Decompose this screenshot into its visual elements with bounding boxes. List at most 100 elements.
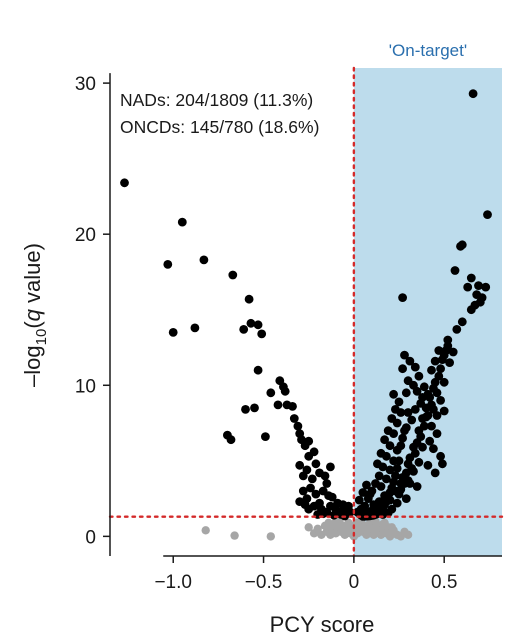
significant-point-26: [293, 421, 303, 431]
significant-point-8: [257, 329, 267, 339]
significant-point-215: [356, 504, 366, 514]
significant-point-218: [376, 482, 386, 491]
nonsignificant-point-55: [378, 520, 387, 529]
significant-point-168: [430, 468, 440, 478]
significant-point-204: [409, 467, 418, 476]
significant-point-77: [481, 282, 491, 292]
significant-point-14: [250, 403, 259, 413]
significant-point-163: [427, 421, 436, 431]
significant-point-199: [439, 406, 449, 416]
significant-point-1: [177, 217, 187, 227]
x-axis-title: PCY score: [270, 612, 375, 637]
significant-point-6: [253, 320, 263, 330]
significant-point-13: [241, 405, 250, 414]
significant-point-148: [374, 471, 384, 481]
y-axis-title-prefix: –log: [20, 345, 45, 387]
significant-point-194: [434, 346, 444, 355]
significant-point-157: [398, 364, 407, 374]
significant-point-197: [439, 377, 449, 387]
significant-point-226: [410, 405, 420, 414]
y-axis-title-open: (: [20, 321, 45, 329]
significant-point-206: [396, 479, 406, 488]
significant-point-170: [412, 482, 422, 491]
significant-point-9: [239, 325, 249, 334]
significant-point-39: [306, 483, 315, 493]
significant-point-46: [322, 479, 332, 488]
significant-point-195: [443, 335, 453, 345]
significant-point-209: [380, 491, 389, 500]
nonsignificant-point-44: [385, 532, 395, 541]
on-target-region-label: 'On-target': [389, 41, 467, 60]
significant-point-83: [466, 305, 476, 315]
significant-point-223: [398, 433, 407, 443]
significant-point-63: [326, 462, 335, 472]
x-tick-label-1: −0.5: [245, 572, 283, 593]
significant-point-62: [320, 471, 330, 481]
significant-point-117: [403, 408, 413, 417]
annotation-oncds: ONCDs: 145/780 (18.6%): [120, 117, 319, 137]
significant-point-220: [385, 465, 395, 475]
significant-point-10: [168, 328, 178, 337]
y-axis-title: –log10(q value): [20, 243, 50, 387]
y-ticks: 0 10 20 30: [75, 74, 110, 548]
significant-point-190: [414, 371, 424, 381]
y-tick-label-3: 30: [75, 74, 96, 95]
x-ticks: −1.0 −0.5 0 0.5: [154, 556, 457, 593]
significant-point-196: [448, 347, 458, 357]
nonsignificant-point-53: [328, 529, 337, 538]
y-axis-title-subscript: 10: [33, 329, 50, 346]
nonsignificant-point-51: [353, 518, 362, 527]
nonsignificant-point-3: [304, 523, 313, 532]
significant-point-203: [414, 457, 424, 467]
significant-point-71: [483, 210, 492, 220]
nonsignificant-points: [201, 517, 413, 541]
significant-point-202: [418, 442, 427, 452]
significant-point-191: [419, 382, 429, 392]
significant-point-165: [429, 444, 438, 454]
significant-point-164: [432, 429, 442, 438]
significant-point-74: [450, 266, 460, 275]
annotation-nads: NADs: 204/1809 (11.3%): [120, 90, 313, 110]
significant-point-185: [387, 414, 397, 423]
significant-point-224: [401, 423, 411, 432]
nonsignificant-point-59: [331, 517, 340, 527]
significant-point-182: [376, 448, 386, 458]
significant-point-155: [389, 389, 398, 399]
y-tick-label-2: 20: [75, 225, 96, 246]
significant-point-189: [410, 362, 420, 372]
significant-point-37: [307, 474, 317, 484]
significant-point-216: [354, 495, 364, 505]
nonsignificant-point-5: [313, 524, 322, 533]
significant-point-21: [288, 402, 297, 411]
nonsignificant-point-1: [230, 531, 239, 540]
significant-point-219: [382, 474, 391, 484]
significant-point-4: [228, 270, 238, 280]
significant-point-173: [392, 498, 402, 508]
significant-point-15: [266, 388, 276, 398]
significant-point-225: [407, 415, 417, 425]
significant-point-95: [432, 388, 442, 398]
significant-point-89: [438, 355, 447, 364]
nonsignificant-point-57: [387, 523, 396, 532]
significant-point-160: [412, 386, 422, 396]
significant-point-217: [358, 488, 368, 497]
significant-point-22: [261, 432, 270, 441]
significant-point-179: [365, 489, 375, 499]
significant-point-167: [423, 460, 433, 470]
significant-point-229: [429, 405, 438, 414]
significant-point-70: [468, 89, 478, 99]
significant-point-30: [304, 436, 314, 446]
y-tick-label-1: 10: [75, 376, 96, 397]
significant-point-228: [423, 389, 433, 399]
significant-point-172: [401, 494, 411, 503]
significant-point-192: [427, 365, 436, 375]
significant-point-180: [362, 480, 371, 490]
significant-point-85: [452, 325, 462, 334]
significant-point-75: [466, 273, 476, 283]
significant-point-73: [456, 241, 465, 251]
significant-point-116: [401, 388, 411, 398]
significant-point-31: [295, 460, 305, 470]
significant-point-7: [246, 318, 256, 328]
significant-point-41: [311, 489, 321, 499]
